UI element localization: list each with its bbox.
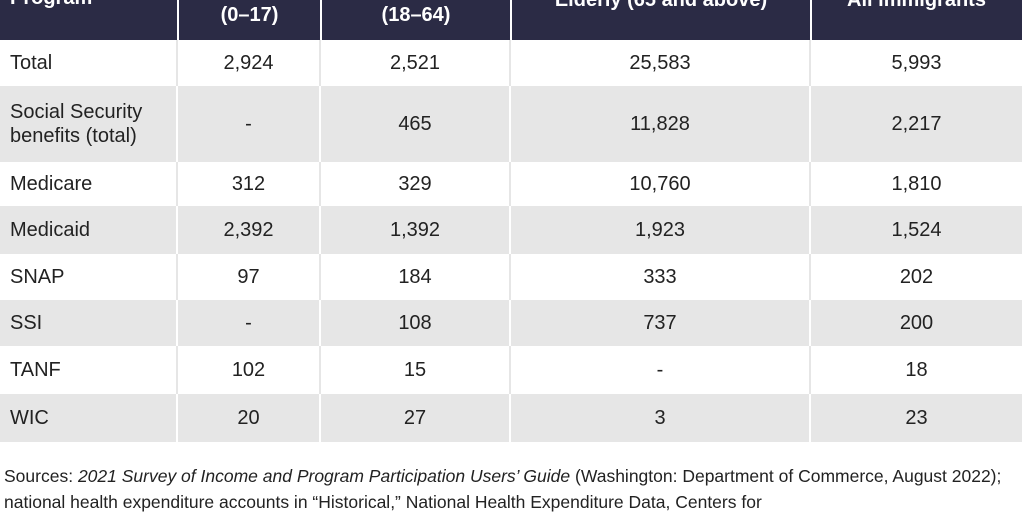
table-cell: SNAP xyxy=(0,254,178,300)
table-cell: 18 xyxy=(811,346,1022,394)
table-cell: 2,217 xyxy=(811,86,1022,162)
table-cell: 3 xyxy=(511,394,811,442)
table-cell: 25,583 xyxy=(511,40,811,86)
table-cell: 20 xyxy=(178,394,321,442)
header-cell: (18–64) xyxy=(381,4,451,26)
table-cell: Total xyxy=(0,40,178,86)
table-cell: 1,923 xyxy=(511,206,811,254)
table-cell: 1,524 xyxy=(811,206,1022,254)
table-cell: 312 xyxy=(178,162,321,206)
table-cell: 97 xyxy=(178,254,321,300)
table-cell: SSI xyxy=(0,300,178,346)
table-cell: - xyxy=(178,300,321,346)
table-cell: 2,521 xyxy=(321,40,511,86)
table-cell: - xyxy=(511,346,811,394)
table-cell: 5,993 xyxy=(811,40,1022,86)
table-cell: 15 xyxy=(321,346,511,394)
table-cell: 1,810 xyxy=(811,162,1022,206)
header-cell: Elderly (65 and above) xyxy=(554,0,768,11)
header-cell: Program xyxy=(0,0,178,10)
table-cell: 184 xyxy=(321,254,511,300)
column-divider xyxy=(510,0,512,40)
table-cell: - xyxy=(178,86,321,162)
table-cell: Medicaid xyxy=(0,206,178,254)
column-divider xyxy=(320,0,322,40)
table-cell: 10,760 xyxy=(511,162,811,206)
table-cell: 2,924 xyxy=(178,40,321,86)
header-cell: All immigrants xyxy=(847,0,986,11)
sources-rest: (Washington: Department of Commerce, Aug… xyxy=(4,466,1002,512)
table-cell: 333 xyxy=(511,254,811,300)
table-cell: 108 xyxy=(321,300,511,346)
table-cell: Medicare xyxy=(0,162,178,206)
column-divider xyxy=(177,0,179,40)
sources-prefix: Sources: xyxy=(4,466,74,486)
header-cell: (0–17) xyxy=(220,4,279,26)
table-cell: 737 xyxy=(511,300,811,346)
table-cell: 465 xyxy=(321,86,511,162)
table-cell: Social Security benefits (total) xyxy=(0,86,178,162)
table-cell: 329 xyxy=(321,162,511,206)
table-cell: 11,828 xyxy=(511,86,811,162)
sources-title: 2021 Survey of Income and Program Partic… xyxy=(77,466,571,486)
table-cell: 23 xyxy=(811,394,1022,442)
table-cell: WIC xyxy=(0,394,178,442)
table-cell: 1,392 xyxy=(321,206,511,254)
table-cell: 200 xyxy=(811,300,1022,346)
sources-note: Sources: 2021 Survey of Income and Progr… xyxy=(4,463,1020,512)
table-cell: 102 xyxy=(178,346,321,394)
table-cell: 2,392 xyxy=(178,206,321,254)
column-divider xyxy=(810,0,812,40)
table-cell: 202 xyxy=(811,254,1022,300)
table-cell: 27 xyxy=(321,394,511,442)
table-cell: TANF xyxy=(0,346,178,394)
